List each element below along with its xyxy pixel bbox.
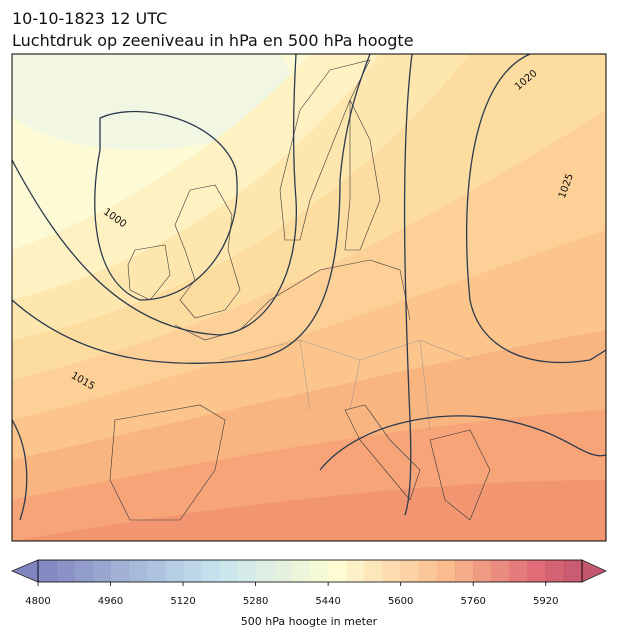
colorbar-label: 500 hPa hoogte in meter <box>241 615 378 628</box>
colorbar-segment <box>183 560 202 582</box>
colorbar-segment <box>164 560 184 582</box>
colorbar-segment <box>364 560 384 582</box>
colorbar-extend-low <box>10 559 39 583</box>
colorbar: 4800 4960 5120 5280 5440 5600 5760 5920 <box>10 559 607 607</box>
colorbar-segment <box>255 560 275 582</box>
colorbar-segment <box>219 560 238 582</box>
colorbar-segment <box>110 560 130 582</box>
colorbar-tick-label: 5600 <box>388 596 413 607</box>
colorbar-frame <box>37 559 583 583</box>
colorbar-tick-label: 5440 <box>315 596 340 607</box>
colorbar-segment <box>146 560 166 582</box>
colorbar-segment <box>310 560 329 582</box>
colorbar-segment <box>400 560 420 582</box>
colorbar-segment <box>74 560 93 582</box>
colorbar-segment <box>473 560 492 582</box>
map-area <box>12 54 606 541</box>
colorbar-segment <box>291 560 311 582</box>
colorbar-segment <box>273 560 293 582</box>
colorbar-tick-label: 4800 <box>25 596 50 607</box>
colorbar-tick-label: 5120 <box>170 596 195 607</box>
title: 10-10-1823 12 UTC <box>12 9 167 28</box>
colorbar-segment <box>38 560 57 582</box>
colorbar-segment <box>237 560 257 582</box>
subtitle: Luchtdruk op zeeniveau in hPa en 500 hPa… <box>12 31 414 50</box>
colorbar-segment <box>491 560 510 582</box>
colorbar-segment <box>346 560 365 582</box>
colorbar-segment <box>201 560 220 582</box>
colorbar-tick-label: 5920 <box>533 596 558 607</box>
colorbar-segment <box>563 560 583 582</box>
colorbar-segment <box>128 560 148 582</box>
colorbar-tick-label: 5760 <box>460 596 485 607</box>
colorbar-segment <box>382 560 402 582</box>
colorbar-segment <box>56 560 75 582</box>
colorbar-segment <box>92 560 112 582</box>
colorbar-extend-high <box>581 559 607 583</box>
colorbar-segment <box>418 560 438 582</box>
colorbar-segment <box>527 560 547 582</box>
colorbar-tick-label: 5280 <box>243 596 268 607</box>
colorbar-segment <box>545 560 565 582</box>
colorbar-segment <box>436 560 456 582</box>
colorbar-segment <box>455 560 474 582</box>
colorbar-tick-label: 4960 <box>98 596 123 607</box>
colorbar-segment <box>509 560 529 582</box>
map-frame <box>11 53 607 542</box>
colorbar-segment <box>328 560 347 582</box>
